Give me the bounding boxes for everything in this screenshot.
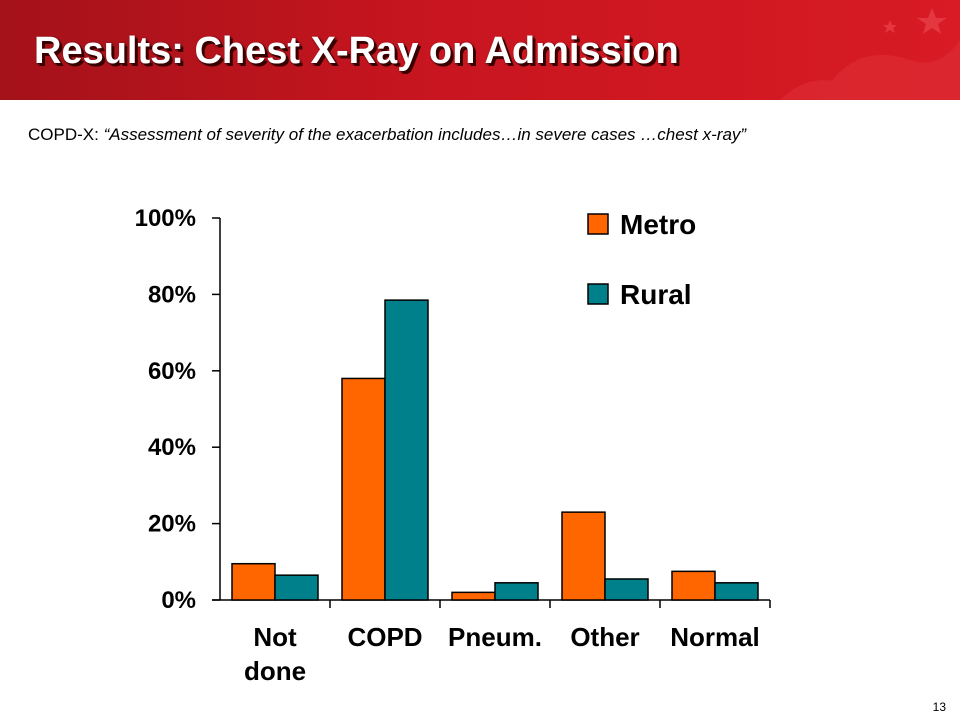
y-tick-label: 20% <box>148 511 196 538</box>
y-tick-label: 0% <box>161 587 196 614</box>
slide-header: Results: Chest X-Ray on Admission <box>0 0 960 100</box>
bar-metro <box>451 591 496 601</box>
x-tick-label: COPD <box>347 622 422 652</box>
bar-rural <box>274 574 319 601</box>
x-tick-label: done <box>244 656 306 686</box>
page-title: Results: Chest X-Ray on Admission <box>34 30 679 72</box>
bar-metro <box>231 562 276 601</box>
bar-metro <box>341 377 386 601</box>
bar-chart: 0% 20% 40% 60% 80% 100% Not done COPD Pneum. Other… <box>135 205 771 686</box>
x-tick-label: Other <box>570 622 639 652</box>
legend-swatch-metro <box>587 213 609 235</box>
y-tick-label: 60% <box>148 358 196 385</box>
y-tick-label: 40% <box>148 434 196 461</box>
x-tick-label: Normal <box>670 622 760 652</box>
bar-rural <box>384 299 429 601</box>
x-tick-label: Pneum. <box>448 622 542 652</box>
legend-swatch-rural <box>587 283 609 305</box>
legend-label-metro: Metro <box>620 209 696 240</box>
bar-rural <box>604 578 649 601</box>
legend-label-rural: Rural <box>620 279 692 310</box>
page-number: 13 <box>932 700 946 714</box>
header-decoration <box>780 8 960 100</box>
bar-metro <box>671 570 716 601</box>
subtitle: COPD-X: “Assessment of severity of the e… <box>28 125 948 145</box>
y-tick-label: 80% <box>148 281 196 308</box>
y-tick-label: 100% <box>135 205 196 232</box>
subtitle-quote: “Assessment of severity of the exacerbat… <box>103 125 747 144</box>
bar-rural <box>494 582 539 601</box>
bar-metro <box>561 511 606 601</box>
x-tick-label: Not <box>253 622 297 652</box>
subtitle-label: COPD-X: <box>28 125 99 144</box>
bar-rural <box>714 582 759 601</box>
